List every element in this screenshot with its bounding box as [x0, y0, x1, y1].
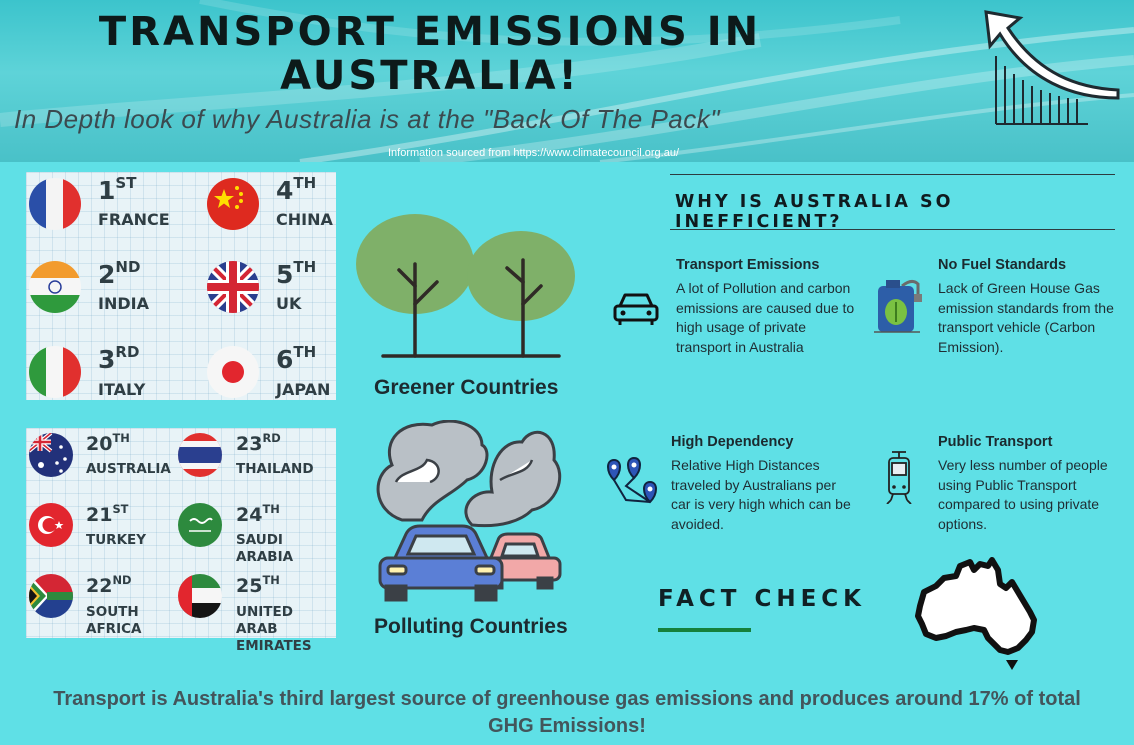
country-name-uk: UK — [276, 294, 302, 313]
route-pins-icon — [607, 456, 657, 504]
card-text-high-dependency: Relative High Distances traveled by Aust… — [671, 457, 851, 532]
fuel-can-icon — [874, 279, 922, 333]
country-name-italy: ITALY — [98, 380, 146, 399]
rank-saudi-arabia: 24TH — [236, 502, 280, 526]
polluting-countries-label: Polluting Countries — [374, 615, 568, 638]
country-name-india: INDIA — [98, 294, 149, 313]
rank-japan: 6TH — [276, 343, 317, 374]
china-flag-icon — [207, 178, 259, 230]
why-heading: WHY IS AUSTRALIA SO INEFFICIENT? — [675, 192, 954, 232]
rank-south-africa: 22ND — [86, 573, 132, 597]
italy-flag-icon — [29, 346, 81, 398]
rank-india: 2ND — [98, 258, 141, 289]
card-title-public-transport: Public Transport — [938, 434, 1053, 450]
card-title-transport-emissions: Transport Emissions — [676, 257, 820, 273]
trees-icon — [356, 214, 575, 358]
card-text-transport-emissions: A lot of Pollution and carbon emissions … — [676, 280, 855, 355]
country-name-france: FRANCE — [98, 210, 170, 229]
greener-countries-label: Greener Countries — [374, 376, 559, 399]
polluting-cars-icon — [376, 420, 562, 602]
rank-italy: 3RD — [98, 343, 140, 374]
rank-uae: 25TH — [236, 573, 280, 597]
fact-check-underline — [658, 628, 751, 632]
thailand-flag-icon — [178, 433, 222, 477]
fact-check-heading: FACT CHECK — [658, 586, 866, 612]
card-title-no-fuel-standards: No Fuel Standards — [938, 257, 1067, 273]
south-africa-flag-icon — [29, 574, 73, 618]
country-name-uae: UNITED ARAB EMIRATES — [236, 604, 312, 654]
why-heading-box: WHY IS AUSTRALIA SO INEFFICIENT? — [670, 174, 1115, 232]
tram-icon — [886, 451, 912, 504]
australia-flag-icon — [29, 433, 73, 477]
country-name-thailand: THAILAND — [236, 461, 314, 477]
country-name-japan: JAPAN — [276, 380, 331, 399]
australia-map-icon — [915, 557, 1037, 670]
rank-turkey: 21ST — [86, 502, 129, 526]
source-note: Information sourced from https://www.cli… — [388, 147, 680, 159]
rank-uk: 5TH — [276, 258, 317, 289]
france-flag-icon — [29, 178, 81, 230]
header-banner: TRANSPORT EMISSIONS IN AUSTRALIA! In Dep… — [0, 0, 1134, 162]
polluting-countries-panel: 20TH AUSTRALIA 23RD THAILAND 21ST TURKEY… — [26, 428, 336, 654]
country-name-south-africa: SOUTH AFRICA — [86, 604, 142, 637]
card-title-high-dependency: High Dependency — [671, 434, 794, 450]
footer-fact-text: Transport is Australia's third largest s… — [53, 688, 1081, 737]
rank-thailand: 23RD — [236, 431, 281, 455]
rank-france: 1ST — [98, 174, 137, 205]
country-name-saudi-arabia: SAUDI ARABIA — [236, 532, 294, 565]
page-subtitle: In Depth look of why Australia is at the… — [14, 104, 720, 134]
saudi-arabia-flag-icon — [178, 503, 222, 547]
card-text-public-transport: Very less number of people using Public … — [938, 457, 1108, 532]
turkey-flag-icon — [29, 503, 73, 547]
greener-countries-panel: 1ST FRANCE 4TH CHINA 2ND INDIA 5TH UK 3R… — [26, 172, 336, 400]
japan-flag-icon — [207, 346, 259, 398]
rank-australia: 20TH — [86, 431, 130, 455]
india-flag-icon — [29, 261, 81, 313]
page-title: TRANSPORT EMISSIONS IN AUSTRALIA! — [98, 9, 762, 99]
country-name-australia: AUSTRALIA — [86, 461, 171, 477]
car-icon — [613, 293, 659, 325]
uk-flag-icon — [207, 261, 259, 313]
country-name-turkey: TURKEY — [86, 532, 147, 548]
rank-china: 4TH — [276, 174, 317, 205]
card-text-no-fuel-standards: Lack of Green House Gas emission standar… — [938, 280, 1114, 355]
uae-flag-icon — [178, 574, 222, 618]
country-name-china: CHINA — [276, 210, 333, 229]
rising-bars-arrow-icon — [984, 10, 1120, 125]
